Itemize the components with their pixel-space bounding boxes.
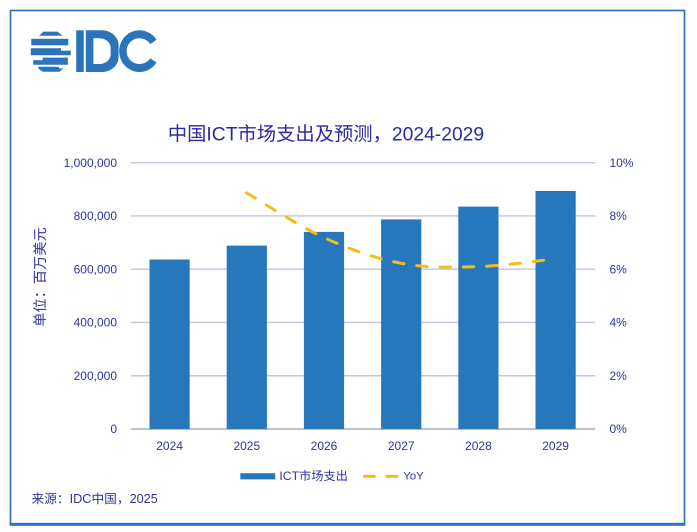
svg-text:400,000: 400,000 xyxy=(74,316,118,330)
svg-text:6%: 6% xyxy=(610,262,628,276)
svg-text:2029: 2029 xyxy=(542,439,569,453)
svg-text:2025: 2025 xyxy=(130,492,158,506)
svg-text:ICT: ICT xyxy=(279,469,299,483)
svg-text:2024: 2024 xyxy=(156,439,183,453)
svg-text:1,000,000: 1,000,000 xyxy=(64,156,118,170)
svg-text:2%: 2% xyxy=(610,369,628,383)
svg-text:2026: 2026 xyxy=(311,439,338,453)
svg-text:600,000: 600,000 xyxy=(74,262,118,276)
svg-text:YoY: YoY xyxy=(403,470,424,482)
svg-text:2027: 2027 xyxy=(388,439,415,453)
svg-text:2028: 2028 xyxy=(465,439,492,453)
svg-text:10%: 10% xyxy=(610,156,634,170)
svg-text:IDC: IDC xyxy=(70,492,92,506)
svg-text:200,000: 200,000 xyxy=(74,369,118,383)
svg-text:800,000: 800,000 xyxy=(74,209,118,223)
svg-text:0: 0 xyxy=(110,422,117,436)
svg-text:8%: 8% xyxy=(610,209,628,223)
svg-text:0%: 0% xyxy=(610,422,628,436)
svg-text:4%: 4% xyxy=(610,316,628,330)
svg-text:ICT: ICT xyxy=(206,125,237,146)
svg-text:2025: 2025 xyxy=(233,439,260,453)
svg-text:2024-2029: 2024-2029 xyxy=(392,125,484,146)
